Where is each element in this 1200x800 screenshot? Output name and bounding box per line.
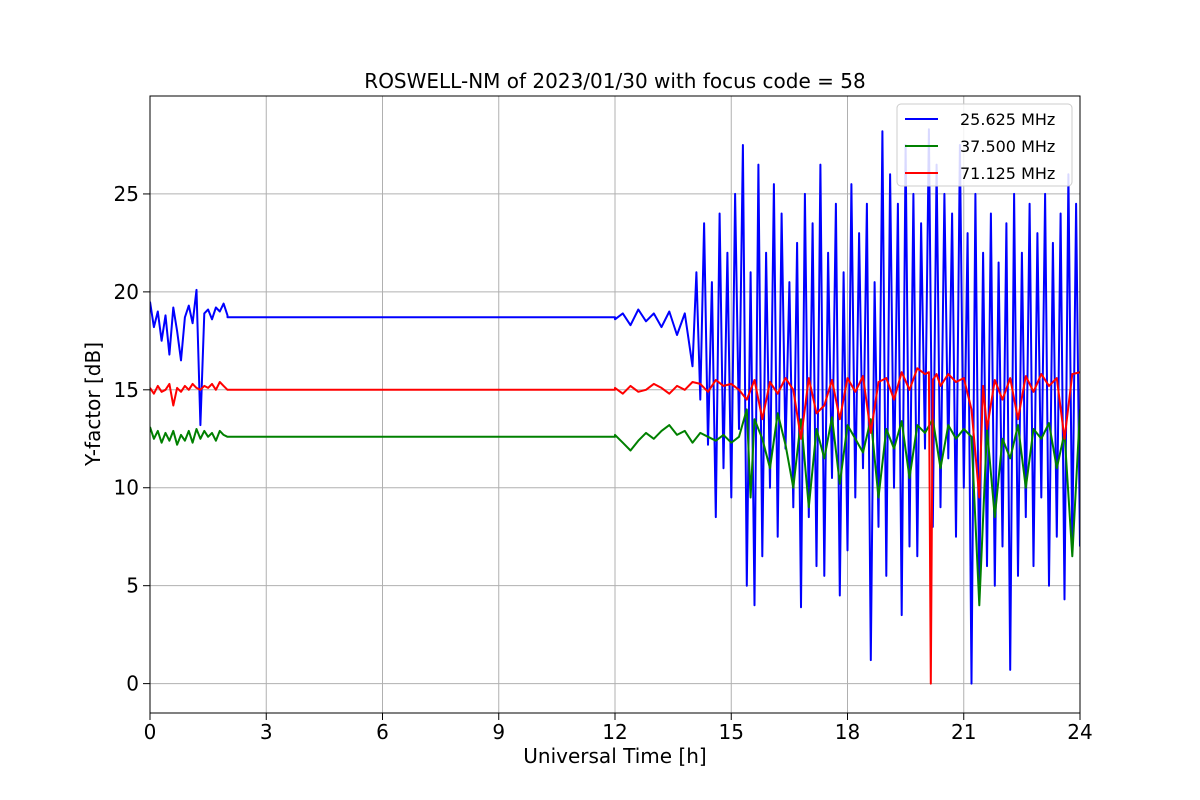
legend: 25.625 MHz 37.500 MHz 71.125 MHz [896,103,1073,187]
chart-title: ROSWELL-NM of 2023/01/30 with focus code… [364,69,865,93]
legend-box [896,103,1073,187]
legend-label: 71.125 MHz [960,164,1055,183]
series-line-25-625-mhz [150,128,1080,685]
x-tick-label: 0 [144,720,157,744]
x-tick-label: 24 [1067,720,1092,744]
x-tick-label: 18 [835,720,860,744]
ticks: 0 3 6 9 12 15 18 21 24 0 5 10 15 20 25 [114,182,1093,744]
y-tick-label: 20 [114,280,139,304]
legend-label: 37.500 MHz [960,137,1055,156]
x-tick-label: 9 [492,720,505,744]
x-tick-label: 3 [260,720,273,744]
plot-area [150,128,1080,685]
y-tick-label: 15 [114,378,139,402]
series-line-71-125-mhz [150,367,1080,685]
x-tick-label: 15 [719,720,744,744]
y-axis-label: Y-factor [dB] [81,342,105,467]
x-axis-label: Universal Time [h] [523,744,706,768]
legend-label: 25.625 MHz [960,110,1055,129]
x-tick-label: 12 [602,720,627,744]
x-tick-label: 6 [376,720,389,744]
series-line-37-500-mhz [150,408,1080,607]
y-tick-label: 0 [126,672,139,696]
y-tick-label: 5 [126,574,139,598]
x-tick-label: 21 [951,720,976,744]
y-tick-label: 25 [114,182,139,206]
y-tick-label: 10 [114,476,139,500]
